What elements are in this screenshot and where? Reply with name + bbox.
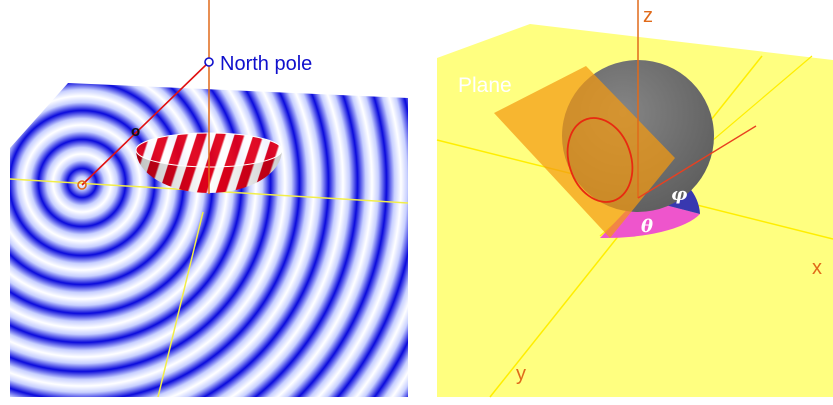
theta-sector [600,198,700,239]
y-axis-label: y [516,363,526,385]
y-axis-line [157,211,204,398]
z-axis-label: z [643,5,653,27]
plane-label: Plane [458,74,512,97]
left-panel: North pole o [9,0,409,398]
direction-ray [637,125,757,199]
wave-plane [10,83,408,397]
right-panel: Plane z x y φ θ [436,0,833,405]
projection-line [81,61,210,186]
cutting-plane [494,66,675,238]
projected-point [77,180,87,190]
north-pole-label: North pole [220,53,312,75]
sphere-point-label: o [131,123,140,140]
phi-label: φ [671,184,688,205]
x-axis-label: x [812,257,822,279]
theta-label: θ [641,216,653,237]
north-pole-point [204,57,214,67]
intersection-circle [566,117,634,203]
